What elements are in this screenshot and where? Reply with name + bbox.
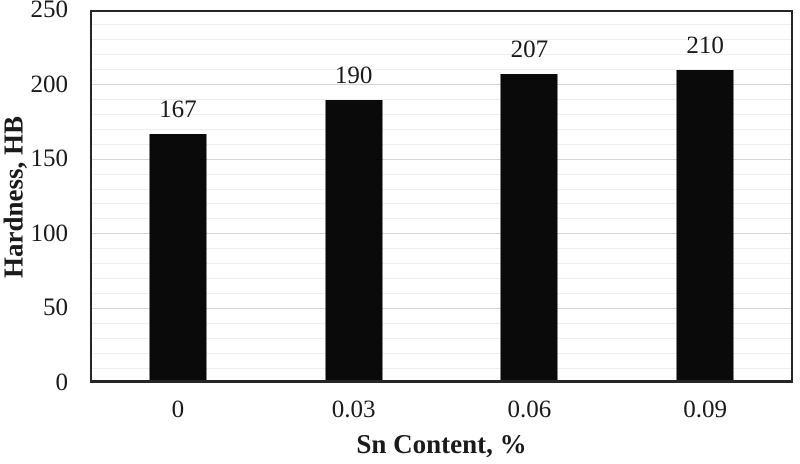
bar-value-label: 207 <box>510 36 549 64</box>
minor-gridline <box>90 352 793 354</box>
y-axis-tick-label: 100 <box>30 219 69 247</box>
y-axis-tick-label: 50 <box>43 294 68 322</box>
minor-gridline <box>90 218 793 220</box>
x-axis-tick-label: 0.09 <box>683 396 727 423</box>
bar <box>500 74 558 383</box>
x-axis-title: Sn Content, % <box>356 429 527 459</box>
minor-gridline <box>90 99 793 101</box>
y-axis-title: Hardness, HB <box>0 115 29 279</box>
x-axis-tick-label: 0.06 <box>507 396 552 423</box>
bar <box>149 133 207 383</box>
minor-gridline <box>90 292 793 294</box>
y-axis-tick-label: 250 <box>30 0 69 23</box>
plot-area: 167 190 207 210 <box>90 10 793 383</box>
minor-gridline <box>90 54 793 56</box>
minor-gridline <box>90 278 793 280</box>
major-gridline <box>90 84 793 86</box>
bar <box>676 69 734 383</box>
minor-gridline <box>90 113 793 115</box>
minor-gridline <box>90 203 793 205</box>
y-axis-tick-label: 0 <box>55 369 69 396</box>
minor-gridline <box>90 69 793 71</box>
bar-value-label: 190 <box>334 61 373 89</box>
bar-slot: 190 <box>266 10 442 383</box>
bar-value-label: 167 <box>159 95 197 123</box>
minor-gridline <box>90 188 793 190</box>
minor-gridline <box>90 39 793 41</box>
minor-gridline <box>90 128 793 130</box>
bar-slot: 167 <box>90 10 266 383</box>
minor-gridline <box>90 173 793 175</box>
minor-gridline <box>90 143 793 145</box>
minor-gridline <box>90 337 793 339</box>
minor-gridline <box>90 322 793 324</box>
x-axis-tick-label: 0 <box>171 396 185 423</box>
minor-gridline <box>90 248 793 250</box>
major-gridline <box>90 233 793 235</box>
major-gridline <box>90 307 793 309</box>
bar <box>325 99 383 383</box>
minor-gridline <box>90 367 793 369</box>
bar-slot: 210 <box>617 10 793 383</box>
minor-gridline <box>90 24 793 26</box>
major-gridline <box>90 158 793 160</box>
minor-gridline <box>90 263 793 265</box>
bar-value-label: 210 <box>686 31 724 59</box>
bar-slot: 207 <box>442 10 618 383</box>
y-axis-tick-label: 150 <box>30 145 69 173</box>
y-axis-tick-label: 200 <box>30 70 69 98</box>
x-axis-tick-label: 0.03 <box>331 396 376 423</box>
